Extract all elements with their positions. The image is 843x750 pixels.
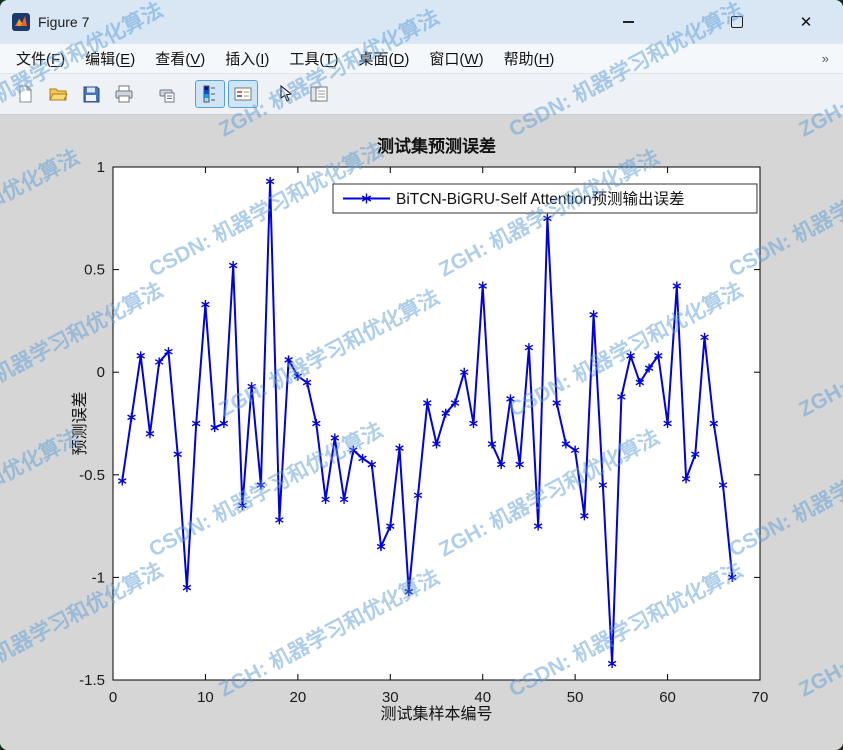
x-tick-label: 60 [659,689,676,706]
insert-legend-button[interactable] [228,80,258,108]
menu-item-h[interactable]: 帮助(H) [503,51,555,68]
insert-colorbar-button[interactable] [195,80,225,108]
maximize-button[interactable] [714,0,760,44]
figure-canvas: 0 10 20 30 40 50 60 70 1 0.5 0 -0.5 -1 -1.5 测试集预测误差 测试集… [0,115,843,750]
print-figure-button[interactable] [109,80,139,108]
menu-item-e[interactable]: 编辑(E) [85,51,136,68]
plot-background [113,167,760,680]
insert-colorbar-icon [203,85,215,103]
x-tick-label: 50 [567,689,584,706]
insert-legend-icon [234,87,252,101]
menu-item-v[interactable]: 查看(V) [155,51,206,68]
minimize-button[interactable] [605,0,651,44]
close-button[interactable]: ✕ [783,0,829,44]
x-tick-label: 20 [290,689,307,706]
x-tick-label: 70 [752,689,769,706]
y-axis-label: 预测误差 [71,391,89,455]
menu-item-w[interactable]: 窗口(W) [429,51,484,68]
new-figure-icon [19,84,33,103]
legend-marker-sample [361,193,372,204]
legend-box [332,183,758,214]
window-title: Figure 7 [38,14,90,30]
plot-browser-button[interactable] [304,80,334,108]
matlab-figure-icon [12,13,30,31]
legend[interactable]: BiTCN-BiGRU-Self Attention预测输出误差 [332,183,758,214]
error-markers [117,176,737,669]
x-tick-label: 40 [474,689,491,706]
print-preview-icon [159,89,175,103]
menu-item-t[interactable]: 工具(T) [289,51,339,68]
x-tick-label: 30 [382,689,399,706]
x-axis-label: 测试集样本编号 [380,705,492,723]
menu-item-i[interactable]: 插入(I) [225,51,270,68]
print-preview-button[interactable] [152,80,182,108]
y-tick-label: 0 [97,364,105,381]
new-figure-button[interactable] [10,80,40,108]
edit-plot-icon [280,84,293,102]
plot-browser-icon [310,86,328,102]
open-file-button[interactable] [43,80,73,108]
toolbar [0,74,843,115]
x-tick-label: 0 [109,689,117,706]
axes-frame [112,166,761,681]
x-tick-label: 10 [197,689,214,706]
y-tick-label: -1.5 [79,672,105,689]
minimize-icon [622,21,634,23]
open-file-icon [49,88,68,101]
plot-svg: 0 10 20 30 40 50 60 70 1 0.5 0 -0.5 -1 -1.5 测试集预测误差测试集… [71,136,768,723]
print-figure-icon [115,85,133,103]
save-figure-button[interactable] [76,80,106,108]
y-tick-label: -1 [92,569,105,586]
axis-ticks: 0 10 20 30 40 50 60 70 1 0.5 0 -0.5 -1 -1.5 [79,159,768,706]
menu-item-d[interactable]: 桌面(D) [358,51,410,68]
menu-overflow-icon[interactable]: » [821,51,829,66]
y-tick-label: -0.5 [79,467,105,484]
save-figure-icon [83,86,100,103]
y-tick-label: 0.5 [84,262,105,279]
titlebar: Figure 7 ✕ [0,0,843,44]
edit-plot-button[interactable] [271,80,301,108]
y-tick-label: 1 [97,159,105,176]
caption-buttons: ✕ [605,0,843,44]
legend-label: BiTCN-BiGRU-Self Attention预测输出误差 [396,190,685,208]
menu-item-f[interactable]: 文件(F) [16,51,66,68]
plot-title: 测试集预测误差 [377,136,496,156]
menubar: 文件(F) 编辑(E) 查看(V) 插入(I) 工具(T) 桌面(D) 窗口(W) 帮助(H)… [0,44,843,74]
maximize-icon [731,16,743,28]
